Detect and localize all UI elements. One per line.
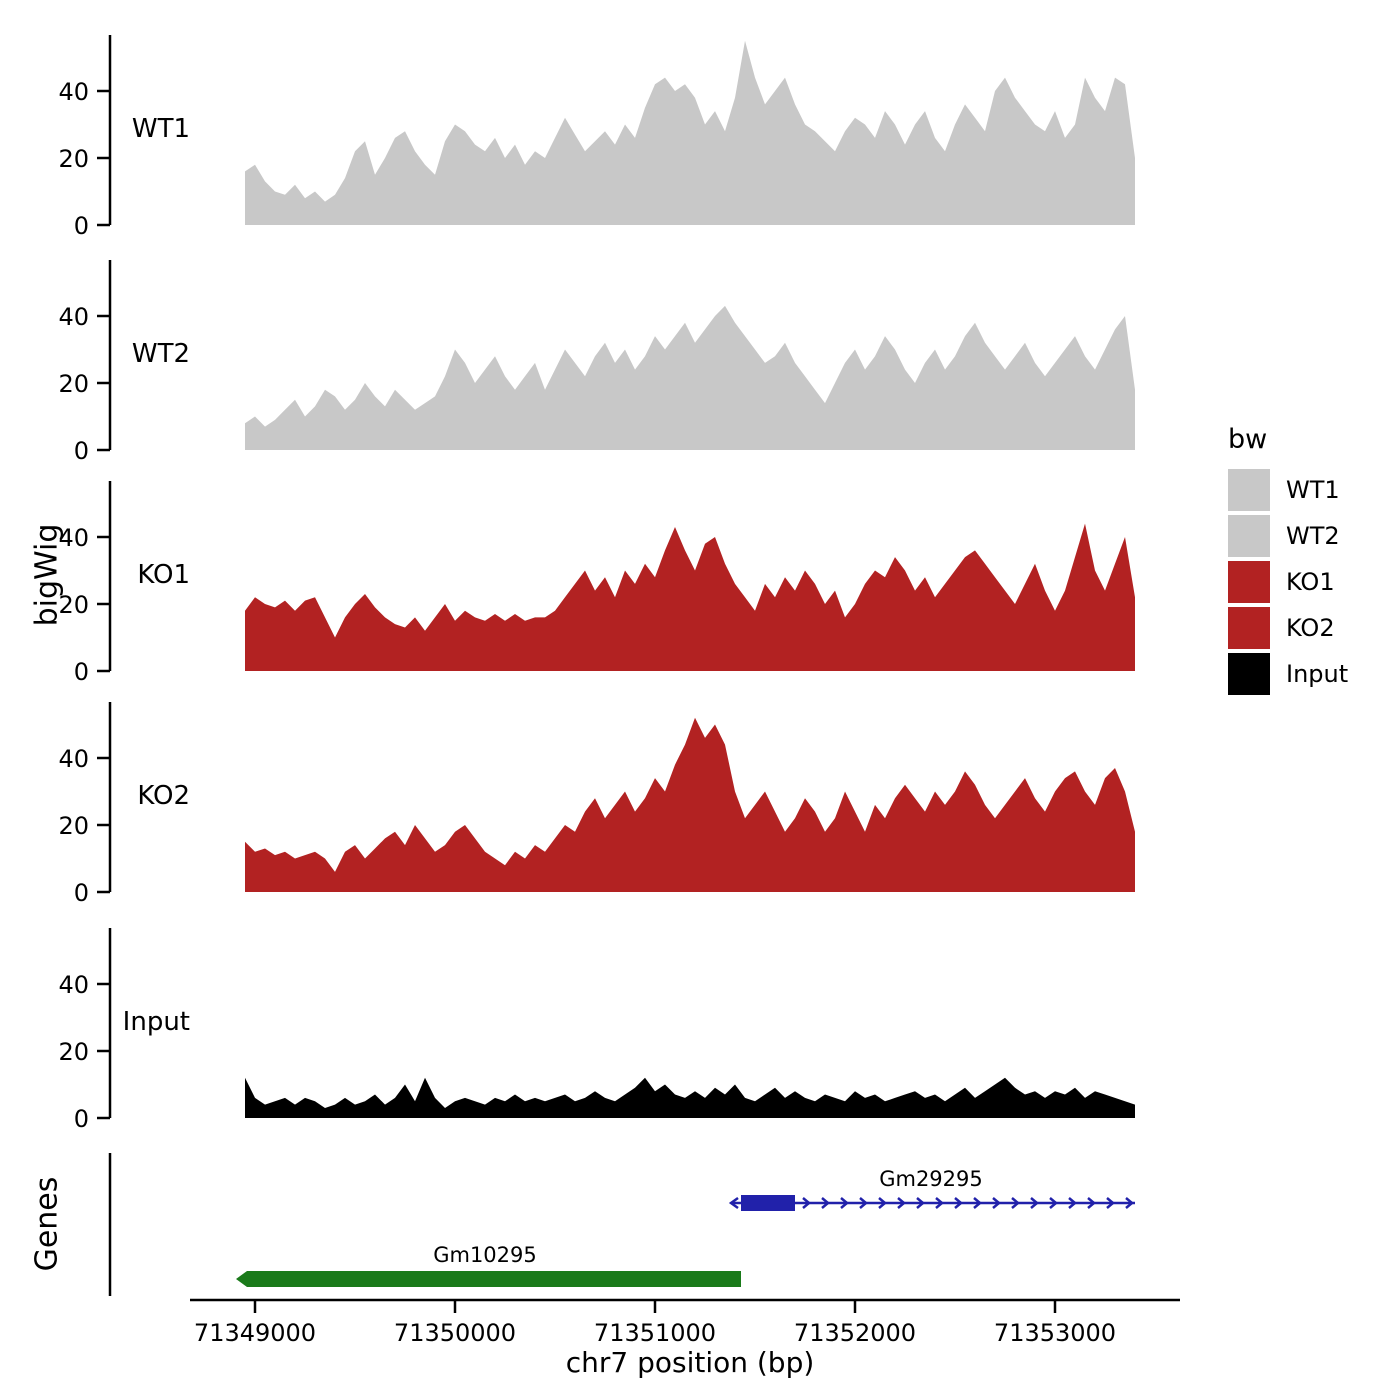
gene-strand-chevron — [916, 1197, 925, 1209]
track-label-KO2: KO2 — [137, 781, 190, 811]
legend-label-wt1: WT1 — [1286, 476, 1340, 504]
y-tick-label: 20 — [58, 1038, 89, 1066]
gene-strand-chevron — [878, 1197, 887, 1209]
area-Input — [245, 1077, 1135, 1118]
legend-entry-ko2: KO2 — [1228, 607, 1348, 649]
gene-strand-chevron — [1030, 1197, 1039, 1209]
gene-strand-chevron — [954, 1197, 963, 1209]
y-tick-label: 20 — [58, 145, 89, 173]
area-WT2 — [245, 305, 1135, 450]
legend-label-ko1: KO1 — [1286, 568, 1335, 596]
legend-entry-ko1: KO1 — [1228, 561, 1348, 603]
track-label-Input: Input — [123, 1007, 190, 1037]
y-tick-label: 40 — [58, 745, 89, 773]
gene-strand-chevron — [821, 1197, 830, 1209]
legend-swatch-wt2 — [1228, 515, 1270, 557]
legend-label-wt2: WT2 — [1286, 522, 1340, 550]
gene-strand-chevron — [1087, 1197, 1096, 1209]
track-label-WT2: WT2 — [132, 339, 190, 369]
y-tick-label: 0 — [74, 437, 89, 465]
gene-label-Gm29295: Gm29295 — [879, 1167, 983, 1191]
y-tick-label: 20 — [58, 812, 89, 840]
legend-swatch-ko2 — [1228, 607, 1270, 649]
y-tick-label: 0 — [74, 1105, 89, 1133]
y-tick-label: 0 — [74, 212, 89, 240]
gene-strand-chevron — [1068, 1197, 1077, 1209]
gene-strand-chevron — [1011, 1197, 1020, 1209]
gene-strand-chevron — [935, 1197, 944, 1209]
gene-body-Gm29295 — [741, 1195, 795, 1211]
y-tick-label: 40 — [58, 303, 89, 331]
y-tick-label: 0 — [74, 879, 89, 907]
legend-entry-input: Input — [1228, 653, 1348, 695]
legend-swatch-wt1 — [1228, 469, 1270, 511]
area-KO2 — [245, 717, 1135, 892]
x-tick-label: 71350000 — [394, 1319, 516, 1347]
gene-strand-chevron — [840, 1197, 849, 1209]
y-tick-label: 20 — [58, 370, 89, 398]
x-tick-label: 71352000 — [794, 1319, 916, 1347]
gene-strand-chevron — [1125, 1197, 1134, 1209]
gene-body-Gm10295 — [247, 1271, 741, 1287]
gene-strand-chevron — [992, 1197, 1001, 1209]
x-axis-title: chr7 position (bp) — [565, 1346, 815, 1379]
gene-strand-chevron — [1049, 1197, 1058, 1209]
gene-strand-chevron — [897, 1197, 906, 1209]
y-tick-label: 40 — [58, 971, 89, 999]
y-tick-label: 20 — [58, 591, 89, 619]
legend-title: bw — [1228, 424, 1268, 455]
track-label-WT1: WT1 — [132, 114, 190, 144]
gene-strand-chevron — [1106, 1197, 1115, 1209]
legend-label-ko2: KO2 — [1286, 614, 1335, 642]
legend-swatch-input — [1228, 653, 1270, 695]
legend-entry-wt2: WT2 — [1228, 515, 1348, 557]
area-KO1 — [245, 523, 1135, 671]
legend: bw WT1 WT2 KO1 KO2 Input — [1228, 424, 1348, 699]
y-tick-label: 40 — [58, 78, 89, 106]
gene-strand-chevron — [802, 1197, 811, 1209]
x-tick-label: 71349000 — [194, 1319, 316, 1347]
x-tick-label: 71351000 — [594, 1319, 716, 1347]
legend-entry-wt1: WT1 — [1228, 469, 1348, 511]
gene-label-Gm10295: Gm10295 — [433, 1243, 537, 1267]
y-tick-label: 40 — [58, 524, 89, 552]
area-WT1 — [245, 40, 1135, 225]
track-label-KO1: KO1 — [137, 560, 190, 590]
legend-label-input: Input — [1286, 660, 1349, 688]
gene-minus-strand-arrow — [236, 1271, 247, 1287]
gene-strand-chevron — [859, 1197, 868, 1209]
legend-swatch-ko1 — [1228, 561, 1270, 603]
gene-strand-chevron — [973, 1197, 982, 1209]
x-tick-label: 71353000 — [994, 1319, 1116, 1347]
y-tick-label: 0 — [74, 658, 89, 686]
gene-start-arrow — [728, 1196, 739, 1210]
